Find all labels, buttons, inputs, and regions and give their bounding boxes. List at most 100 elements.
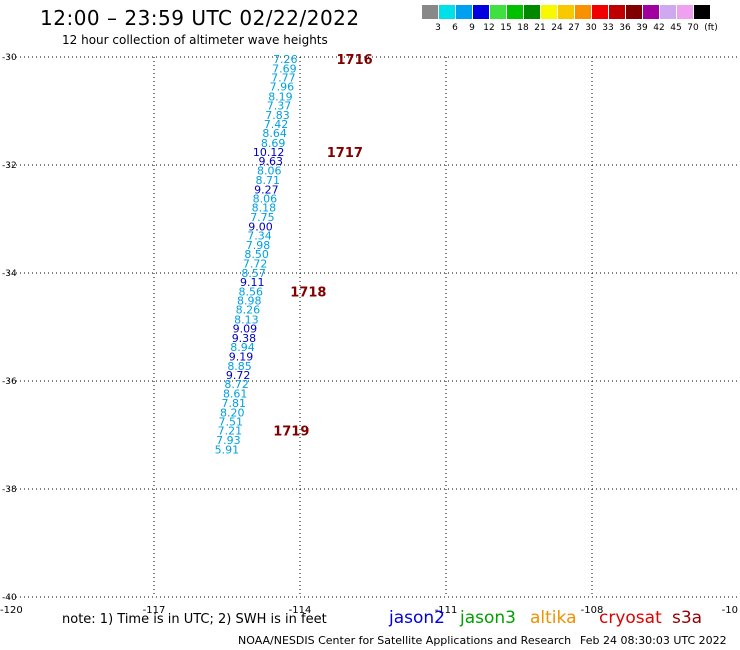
colorbar-swatch xyxy=(626,5,643,19)
swh-value-label: 7.98 xyxy=(246,239,271,252)
swh-value-label: 7.72 xyxy=(243,257,268,270)
x-tick-label: -117 xyxy=(143,605,166,616)
colorbar-label: 15 xyxy=(500,23,512,33)
chart-title: 12:00 – 23:59 UTC 02/22/2022 xyxy=(40,6,360,30)
colorbar-label: 24 xyxy=(551,23,563,33)
swh-value-label: 5.91 xyxy=(215,444,240,457)
y-tick-label: -30 xyxy=(2,53,17,63)
swh-value-label: 8.06 xyxy=(253,192,278,205)
colorbar-label: 33 xyxy=(602,23,614,33)
swh-value-label: 7.26 xyxy=(273,53,298,66)
swh-value-label: 9.00 xyxy=(248,221,273,234)
swh-value-label: 8.19 xyxy=(268,90,293,103)
swh-value-label: 9.11 xyxy=(240,276,265,289)
colorbar-swatch xyxy=(592,5,609,19)
swh-value-label: 8.94 xyxy=(230,341,255,354)
colorbar-label: 70 xyxy=(687,23,699,33)
colorbar-label: 45 xyxy=(670,23,682,33)
swh-value-label: 9.38 xyxy=(232,332,257,345)
colorbar-swatch xyxy=(456,5,473,19)
satellite-legend-altika: altika xyxy=(530,608,577,628)
swh-value-label: 8.20 xyxy=(220,406,245,419)
colorbar-swatch xyxy=(609,5,626,19)
swh-value-label: 10.12 xyxy=(253,146,285,159)
swh-value-label: 9.19 xyxy=(229,351,254,364)
satellite-legend-s3a: s3a xyxy=(672,608,703,628)
pass-time-label: 1718 xyxy=(290,285,326,300)
y-tick-label: -34 xyxy=(2,269,17,279)
y-tick-label: -36 xyxy=(2,377,17,387)
colorbar-label: 27 xyxy=(568,23,580,33)
colorbar-label: 18 xyxy=(517,23,529,33)
colorbar-swatch xyxy=(575,5,592,19)
colorbar-swatch xyxy=(524,5,541,19)
credit-line: NOAA/NESDIS Center for Satellite Applica… xyxy=(238,634,572,647)
colorbar-swatch xyxy=(677,5,694,19)
swh-value-label: 9.09 xyxy=(233,323,258,336)
satellite-legend-cryosat: cryosat xyxy=(599,608,662,628)
swh-value-label: 8.56 xyxy=(239,285,264,298)
swh-value-label: 8.06 xyxy=(257,164,282,177)
swh-value-label: 7.81 xyxy=(221,397,246,410)
y-tick-label: -32 xyxy=(2,161,17,171)
colorbar-label: 30 xyxy=(585,23,597,33)
x-tick-label: -114 xyxy=(289,605,312,616)
swh-value-label: 7.83 xyxy=(265,109,290,122)
colorbar-swatch xyxy=(439,5,456,19)
swh-value-label: 8.13 xyxy=(234,313,259,326)
colorbar-label: 36 xyxy=(619,23,631,33)
colorbar-label: 3 xyxy=(435,23,441,33)
swh-value-label: 7.51 xyxy=(219,416,244,429)
swh-value-label: 7.93 xyxy=(216,434,241,447)
y-tick-label: -38 xyxy=(2,485,17,495)
swh-value-label: 8.85 xyxy=(227,360,252,373)
swh-value-label: 7.42 xyxy=(264,118,289,131)
colorbar-label: 39 xyxy=(636,23,648,33)
colorbar-swatch xyxy=(473,5,490,19)
generated-timestamp: Feb 24 08:30:03 UTC 2022 xyxy=(580,634,727,647)
swh-value-label: 7.75 xyxy=(250,211,275,224)
colorbar-swatch xyxy=(558,5,575,19)
colorbar-swatch xyxy=(422,5,439,19)
pass-time-label: 1716 xyxy=(337,53,373,68)
swh-value-label: 8.57 xyxy=(241,267,266,280)
swh-value-label: 7.77 xyxy=(271,72,296,85)
swh-value-label: 8.98 xyxy=(237,295,262,308)
swh-value-label: 8.50 xyxy=(244,248,269,261)
pass-time-label: 1717 xyxy=(327,146,363,161)
swh-value-label: 9.63 xyxy=(258,155,283,168)
satellite-legend-jason2: jason2 xyxy=(389,608,445,628)
colorbar-label: 6 xyxy=(452,23,458,33)
colorbar-swatch xyxy=(643,5,660,19)
swh-value-label: 9.27 xyxy=(254,183,279,196)
colorbar-swatch xyxy=(660,5,677,19)
pass-time-label: 1719 xyxy=(273,425,309,440)
colorbar-label: 42 xyxy=(653,23,665,33)
colorbar-swatch xyxy=(541,5,558,19)
units-note: note: 1) Time is in UTC; 2) SWH is in fe… xyxy=(62,612,327,627)
chart-subtitle: 12 hour collection of altimeter wave hei… xyxy=(62,33,328,47)
colorbar-label: 21 xyxy=(534,23,546,33)
swh-value-label: 7.69 xyxy=(272,62,297,75)
swh-value-label: 8.26 xyxy=(236,304,261,317)
colorbar-unit: (ft) xyxy=(704,23,718,33)
y-tick-label: -40 xyxy=(2,593,17,603)
colorbar-label: 9 xyxy=(469,23,475,33)
x-tick-label: -111 xyxy=(435,605,458,616)
colorbar-label: 12 xyxy=(483,23,495,33)
swh-value-label: 7.37 xyxy=(267,100,292,113)
colorbar-swatch xyxy=(507,5,524,19)
x-tick-label: -120 xyxy=(0,605,23,616)
swh-value-label: 8.69 xyxy=(261,137,286,150)
swh-value-label: 8.72 xyxy=(224,378,249,391)
swh-value-label: 7.96 xyxy=(270,81,295,94)
colorbar-swatch xyxy=(694,5,711,19)
swh-value-label: 8.18 xyxy=(252,202,277,215)
colorbar-swatch xyxy=(490,5,507,19)
swh-value-label: 8.64 xyxy=(262,127,287,140)
swh-value-label: 7.21 xyxy=(218,425,243,438)
satellite-legend-jason3: jason3 xyxy=(460,608,516,628)
x-tick-label: -10 xyxy=(722,605,738,616)
swh-value-label: 8.61 xyxy=(223,387,248,400)
